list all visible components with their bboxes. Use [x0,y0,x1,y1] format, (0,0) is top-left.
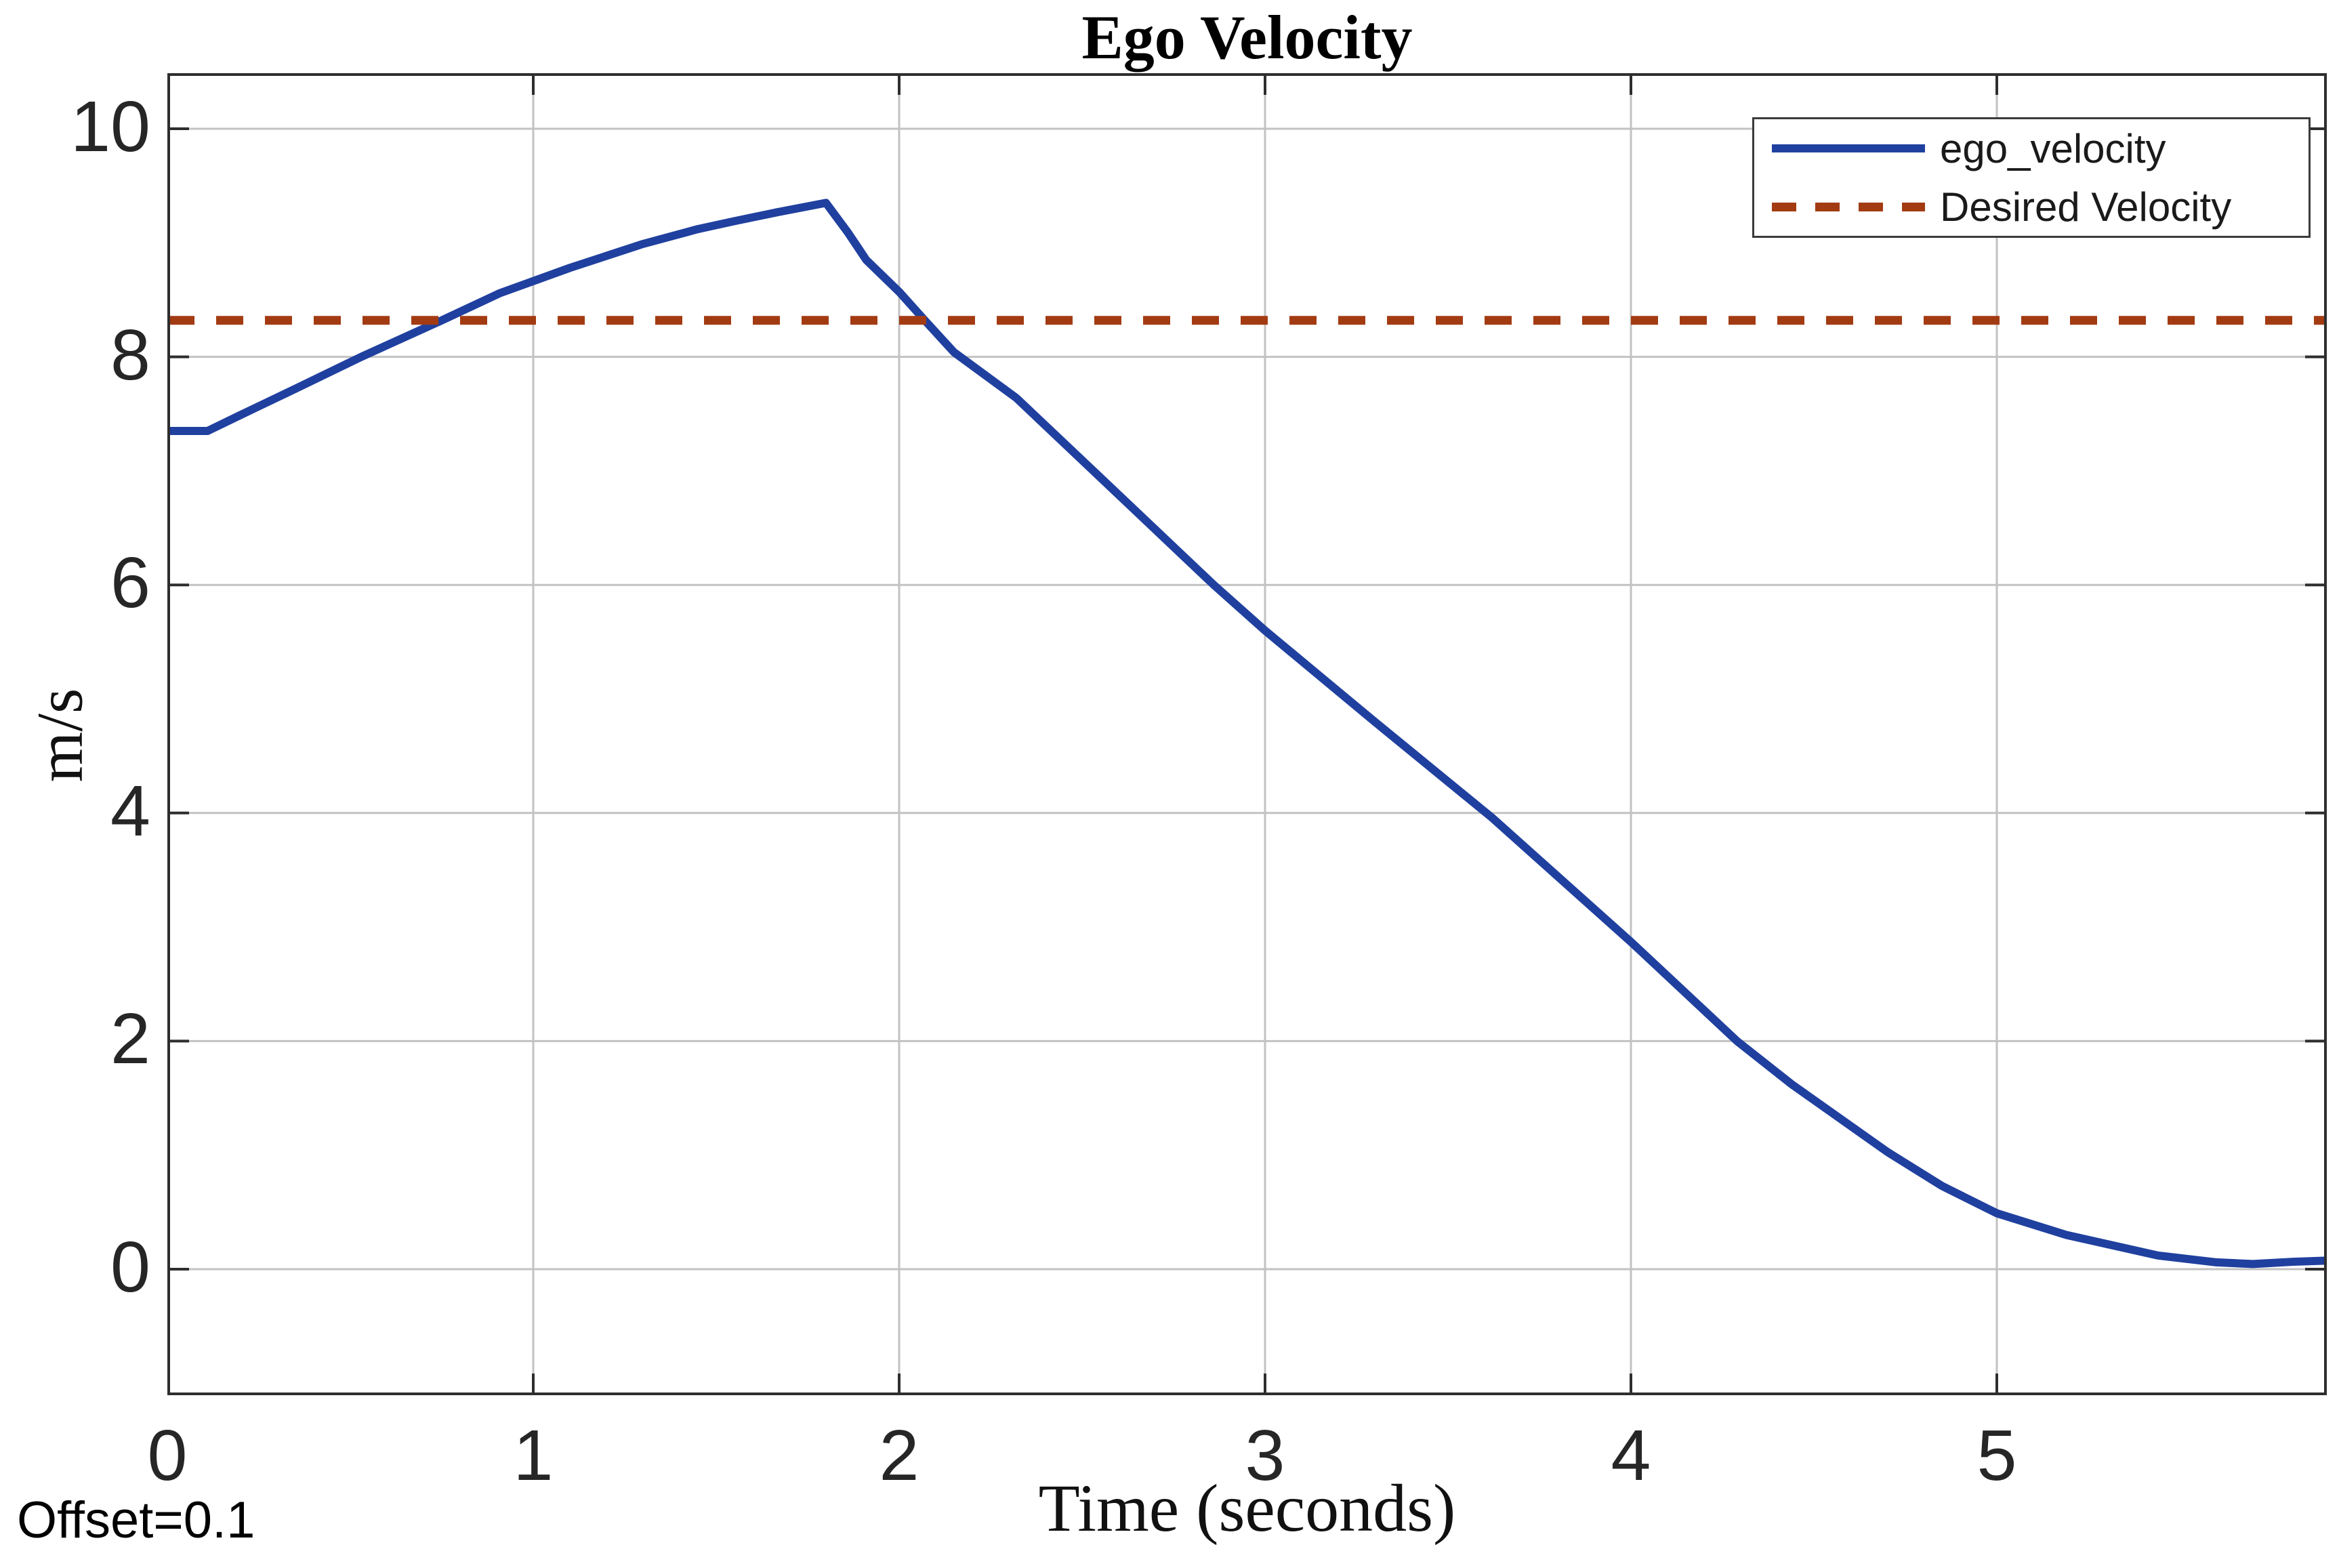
chart-title: Ego Velocity [1081,3,1413,72]
axes-border [167,73,2327,1395]
x-tick-label: 3 [1245,1416,1285,1495]
dashed-line-icon [1772,202,1925,211]
y-tick-label: 10 [70,87,150,167]
x-axis-label: Time (seconds) [1038,1470,1456,1546]
y-axis-label: m/s [23,688,96,783]
legend: ego_velocity Desired Velocity [1752,117,2311,238]
x-tick-label: 4 [1611,1416,1651,1495]
legend-entry-label: Desired Velocity [1940,184,2232,230]
y-tick-label: 8 [110,314,150,395]
legend-entry-ego-velocity: ego_velocity [1754,119,2309,178]
y-tick-label: 0 [110,1227,150,1308]
x-tick-label: 5 [1976,1416,2017,1495]
x-tick-label: 1 [513,1416,554,1495]
x-tick-label: 2 [879,1416,919,1495]
y-tick-label: 4 [110,770,150,851]
legend-entry-desired-velocity: Desired Velocity [1754,178,2309,236]
y-tick-label: 6 [110,543,150,623]
x-tick-label: 0 [147,1416,188,1495]
ego-velocity-line [167,199,2327,1268]
offset-note: Offset=0.1 [17,1491,255,1549]
y-tick-label: 2 [110,999,150,1079]
legend-entry-label: ego_velocity [1940,125,2166,171]
solid-line-icon [1772,144,1925,152]
